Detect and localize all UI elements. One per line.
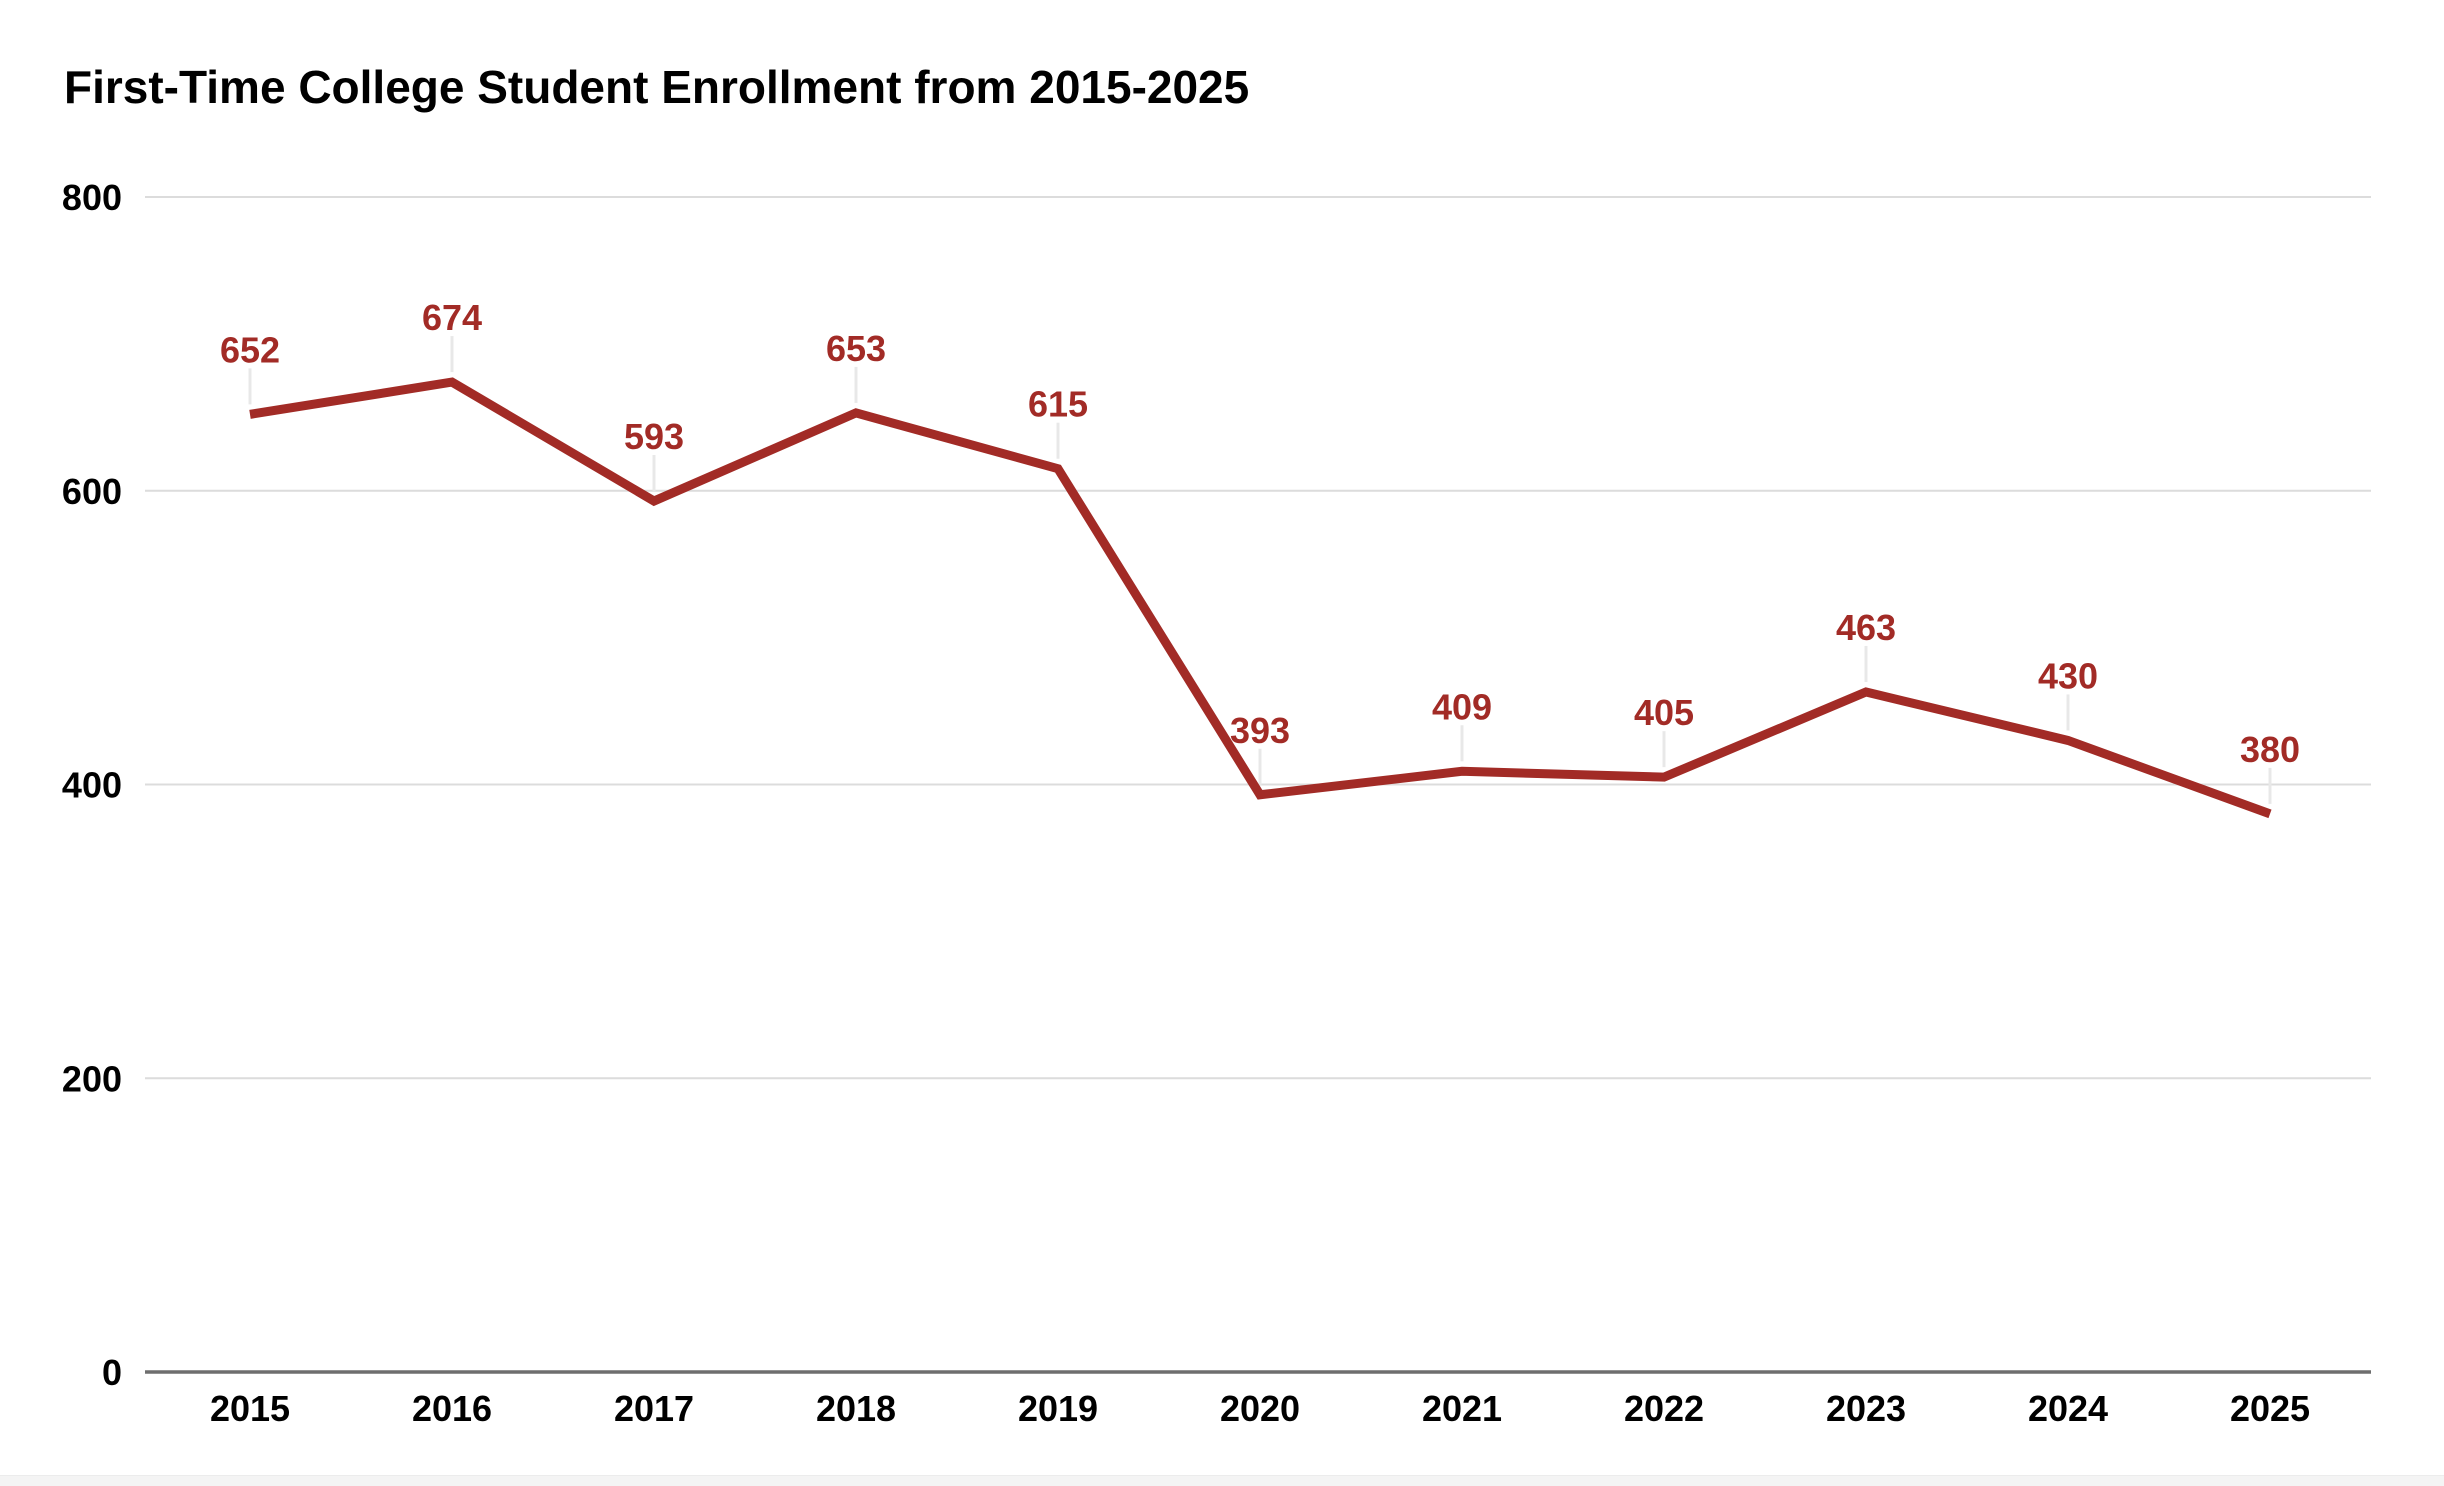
data-point-label: 674 (422, 297, 482, 338)
data-point-label: 615 (1028, 384, 1088, 425)
x-tick-label: 2022 (1624, 1388, 1704, 1429)
bottom-edge-strip (0, 1475, 2444, 1486)
x-tick-label: 2020 (1220, 1388, 1300, 1429)
x-tick-label: 2025 (2230, 1388, 2310, 1429)
x-tick-label: 2017 (614, 1388, 694, 1429)
x-tick-label: 2016 (412, 1388, 492, 1429)
data-point-label: 593 (624, 416, 684, 457)
data-point-label: 393 (1230, 710, 1290, 751)
y-tick-label: 400 (62, 765, 122, 806)
y-tick-label: 200 (62, 1058, 122, 1099)
series-line-enrollment (249, 377, 2272, 819)
x-tick-label: 2023 (1826, 1388, 1906, 1429)
data-point-label: 380 (2240, 729, 2300, 770)
data-point-label: 652 (220, 329, 280, 370)
data-point-label: 653 (826, 328, 886, 369)
x-tick-label: 2018 (816, 1388, 896, 1429)
x-tick-label: 2015 (210, 1388, 290, 1429)
chart-title: First-Time College Student Enrollment fr… (64, 61, 1250, 113)
y-tick-label: 800 (62, 177, 122, 218)
y-tick-label: 0 (102, 1352, 122, 1393)
data-point-label: 463 (1836, 607, 1896, 648)
y-tick-label: 600 (62, 471, 122, 512)
x-tick-label: 2024 (2028, 1388, 2108, 1429)
x-tick-label: 2021 (1422, 1388, 1502, 1429)
data-point-label: 409 (1432, 686, 1492, 727)
data-point-label: 405 (1634, 692, 1694, 733)
x-tick-label: 2019 (1018, 1388, 1098, 1429)
data-point-label: 430 (2038, 655, 2098, 696)
